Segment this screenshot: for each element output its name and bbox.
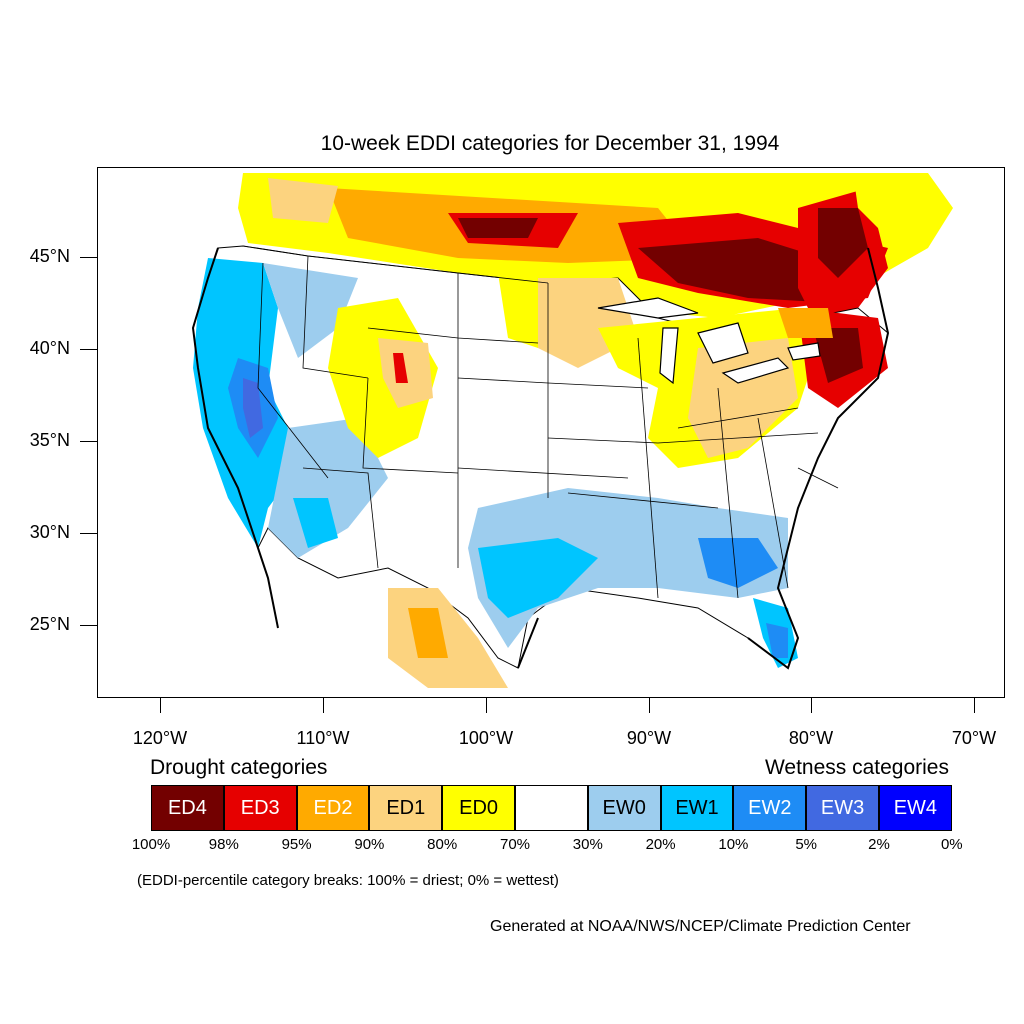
legend-break-label: 5% [795,836,818,853]
lon-label-110: 110°W [296,728,350,748]
lat-label-30: 30°N [29,522,70,542]
lon-tick [160,697,161,713]
category-note: (EDDI-percentile category breaks: 100% =… [137,872,559,889]
lat-tick [80,533,97,534]
lon-label-120: 120°W [132,728,188,748]
eddi-map [97,167,1005,698]
legend-swatch-ed0: ED0 [442,785,515,831]
lon-tick [649,697,650,713]
lon-tick [323,697,324,713]
legend-break-label: 98% [208,836,239,853]
west-wet-region [193,258,388,558]
lon-label-100: 100°W [458,728,514,748]
wetness-categories-label: Wetness categories [764,756,949,779]
lat-label-40: 40°N [29,338,70,358]
legend-swatch-ew2: EW2 [733,785,807,831]
legend-break-label: 20% [645,836,676,853]
legend-swatch-normal [515,785,588,831]
canada-region [238,173,953,328]
central-dry-region [328,273,638,688]
state-borders [242,245,839,599]
legend-break-label: 0% [940,836,963,853]
lon-tick [974,697,975,713]
legend-swatch-ew4: EW4 [879,785,952,831]
map-canvas [191,173,953,688]
south-wet-region [468,488,798,668]
legend-break-label: 30% [572,836,603,853]
legend-break-label: 2% [868,836,890,853]
lat-tick [80,441,97,442]
legend-swatch-ed4: ED4 [151,785,224,831]
legend-break-label: 70% [499,836,531,853]
legend-swatch-ed3: ED3 [223,785,297,831]
lat-label-45: 45°N [29,246,70,266]
lat-label-25: 25°N [29,614,70,634]
coastline [191,247,890,670]
great-lakes [597,297,821,385]
lat-label-35: 35°N [29,430,70,450]
lon-label-70: 70°W [951,728,997,748]
legend-swatch-ew3: EW3 [806,785,879,831]
lat-tick [80,349,97,350]
lon-label-90: 90°W [626,728,672,748]
lon-tick [811,697,812,713]
drought-categories-label: Drought categories [150,756,328,779]
legend-break-label: 90% [354,836,385,853]
lat-tick [80,257,97,258]
legend-swatch-ed2: ED2 [296,785,370,831]
legend-break-label: 10% [718,836,749,853]
legend-swatch-ew0: EW0 [587,785,661,831]
lon-label-80: 80°W [788,728,834,748]
legend-swatch-ed1: ED1 [369,785,443,831]
legend-break-label: 95% [281,836,312,853]
lat-tick [80,625,97,626]
lon-tick [486,697,487,713]
credit-line: Generated at NOAA/NWS/NCEP/Climate Predi… [490,918,911,935]
legend-break-label: 80% [427,836,458,853]
legend-break-label: 100% [131,836,171,853]
legend-swatch-ew1: EW1 [660,785,734,831]
map-title: 10-week EDDI categories for December 31,… [320,132,780,155]
